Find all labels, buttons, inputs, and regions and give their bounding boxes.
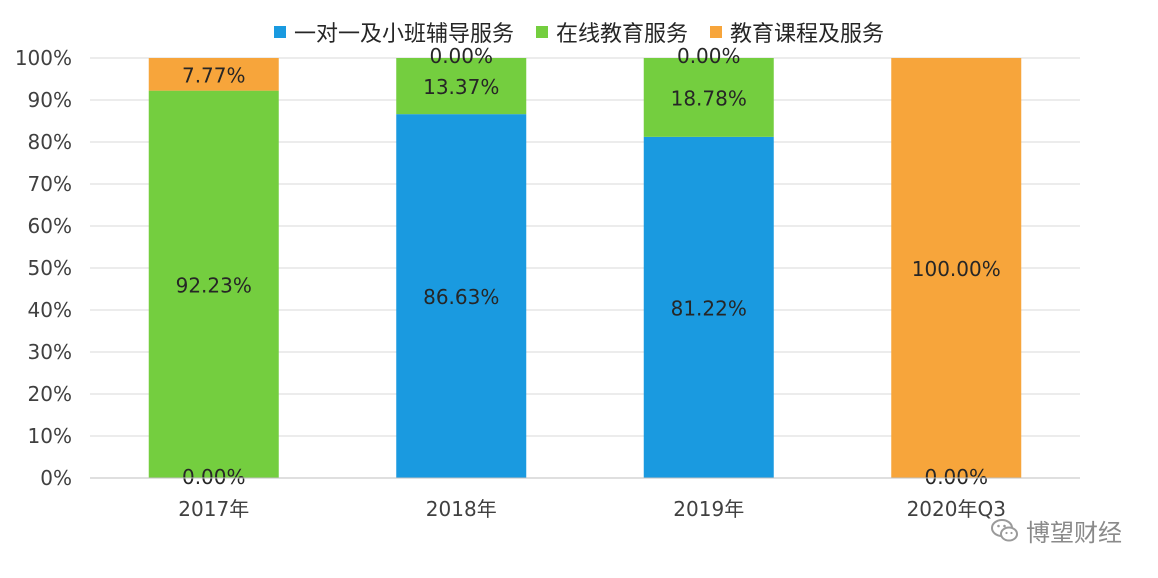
legend-item-tutoring: 一对一及小班辅导服务 — [273, 16, 514, 48]
legend-label-online: 在线教育服务 — [555, 22, 688, 47]
y-tick-label: 20% — [28, 382, 72, 406]
y-tick-label: 70% — [28, 172, 72, 196]
y-tick-label: 80% — [28, 130, 72, 154]
data-label: 18.78% — [671, 86, 747, 110]
bar-segment — [396, 58, 527, 115]
watermark: 博望财经 — [990, 513, 1122, 548]
legend-swatch-tutoring — [273, 26, 286, 38]
data-label: 0.00% — [182, 465, 246, 489]
data-label: 92.23% — [176, 273, 252, 297]
data-label: 100.00% — [912, 257, 1001, 281]
chart-legend: 一对一及小班辅导服务 在线教育服务 教育课程及服务 — [0, 16, 1158, 48]
y-tick-label: 100% — [15, 46, 72, 70]
x-tick-label: 2020年Q3 — [907, 497, 1006, 521]
y-tick-label: 40% — [28, 298, 72, 322]
y-tick-label: 60% — [28, 214, 72, 238]
bar-segment — [643, 136, 774, 478]
watermark-text: 博望财经 — [1026, 519, 1122, 547]
y-tick-label: 50% — [28, 256, 72, 280]
y-tick-label: 10% — [28, 424, 72, 448]
y-tick-label: 30% — [28, 340, 72, 364]
bar-segment — [148, 58, 279, 91]
legend-item-online: 在线教育服务 — [535, 16, 688, 48]
legend-swatch-courses — [710, 26, 722, 38]
bar-segment — [643, 58, 774, 137]
data-label: 81.22% — [671, 296, 747, 320]
y-tick-label: 0% — [40, 466, 72, 490]
bar-segment — [148, 90, 279, 478]
legend-label-courses: 教育课程及服务 — [730, 22, 885, 47]
data-label: 13.37% — [423, 75, 499, 99]
legend-label-tutoring: 一对一及小班辅导服务 — [293, 22, 514, 47]
bar-segment — [396, 114, 527, 479]
x-tick-label: 2017年 — [178, 497, 249, 521]
legend-swatch-online — [535, 26, 548, 38]
data-label: 0.00% — [429, 44, 493, 68]
bar-segment — [891, 58, 1022, 478]
legend-item-courses: 教育课程及服务 — [710, 16, 884, 48]
wechat-bubble-icon — [991, 518, 1018, 541]
y-tick-label: 90% — [28, 88, 72, 112]
data-label: 7.77% — [182, 63, 246, 87]
x-tick-label: 2018年 — [426, 497, 497, 521]
data-label: 86.63% — [423, 285, 499, 309]
x-tick-label: 2019年 — [673, 497, 744, 521]
data-label: 0.00% — [677, 44, 741, 68]
data-label: 0.00% — [924, 465, 988, 489]
